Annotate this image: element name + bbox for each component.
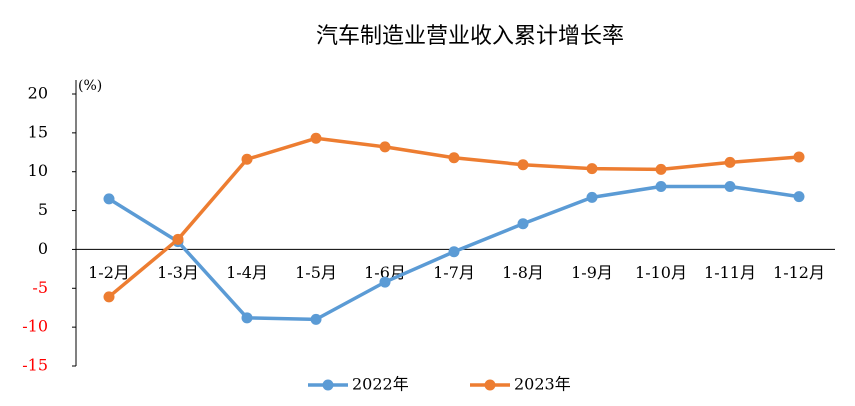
legend-marker: [484, 379, 496, 391]
point: [172, 233, 184, 245]
y-tick-label: 10: [28, 161, 48, 180]
y-tick-label: -5: [32, 278, 48, 297]
x-tick-label: 1-9月: [571, 263, 613, 282]
y-tick-label: 20: [28, 84, 48, 103]
point: [655, 163, 667, 175]
point: [103, 291, 115, 303]
legend-label: 2022年: [352, 375, 409, 394]
point: [724, 156, 736, 168]
point: [379, 141, 391, 153]
point: [724, 180, 736, 192]
y-tick-label: 0: [38, 239, 48, 258]
x-tick-label: 1-10月: [635, 263, 687, 282]
point: [586, 163, 598, 175]
x-tick-label: 1-12月: [773, 263, 825, 282]
point: [448, 246, 460, 258]
x-tick-label: 1-7月: [433, 263, 475, 282]
point: [517, 159, 529, 171]
point: [517, 218, 529, 230]
point: [586, 191, 598, 203]
y-tick-label: -15: [22, 356, 48, 375]
legend-marker: [322, 379, 334, 391]
y-tick-label: 15: [28, 122, 48, 141]
y-tick-label: -10: [22, 317, 48, 336]
point: [448, 152, 460, 164]
point: [310, 313, 322, 325]
chart-title: 汽车制造业营业收入累计增长率: [316, 24, 624, 49]
point: [310, 132, 322, 144]
x-tick-label: 1-11月: [704, 263, 756, 282]
point: [793, 191, 805, 203]
x-tick-label: 1-3月: [157, 263, 199, 282]
x-tick-label: 1-4月: [226, 263, 268, 282]
point: [241, 312, 253, 324]
y-unit: (%): [78, 78, 102, 94]
x-tick-label: 1-5月: [295, 263, 337, 282]
point: [379, 276, 391, 288]
point: [103, 193, 115, 205]
point: [241, 153, 253, 165]
legend-label: 2023年: [514, 375, 571, 394]
y-tick-label: 5: [38, 200, 48, 219]
point: [655, 180, 667, 192]
x-tick-label: 1-8月: [502, 263, 544, 282]
x-tick-label: 1-2月: [88, 263, 130, 282]
point: [793, 151, 805, 163]
